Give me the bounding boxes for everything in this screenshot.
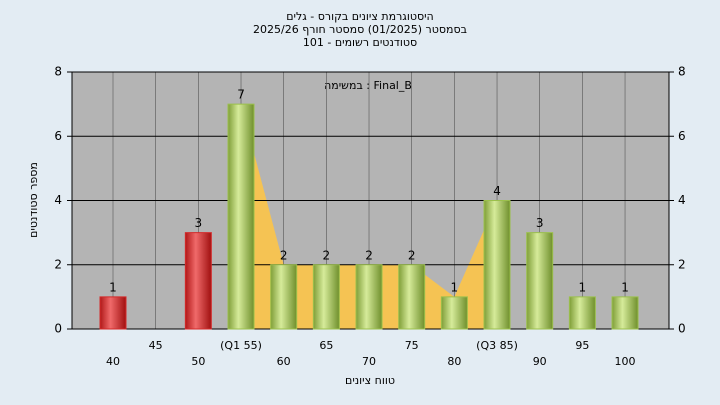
bar xyxy=(270,264,298,330)
y2-tick-label: 0 xyxy=(678,322,686,336)
annotation: Final_B : במשימה xyxy=(324,79,412,92)
bar xyxy=(312,264,340,330)
y-tick-label: 4 xyxy=(54,193,62,207)
bar xyxy=(568,296,596,330)
x-tick-label: 75 xyxy=(405,339,419,352)
value-label: 2 xyxy=(365,248,373,262)
value-label: 1 xyxy=(621,280,629,294)
bar xyxy=(99,296,127,330)
bar xyxy=(440,296,468,330)
bar xyxy=(227,103,255,330)
bar xyxy=(526,232,554,330)
x-tick-label: 45 xyxy=(149,339,163,352)
value-label: 2 xyxy=(280,248,288,262)
y-axis-label: מספר סטודנטים xyxy=(27,162,40,238)
chart-title: בסמסטר (01/2025) סמסטר חורף 2025/26 xyxy=(253,23,467,36)
chart-title: סטודנטים רשומים - 101 xyxy=(303,36,417,49)
x-tick-label: 65 xyxy=(319,339,333,352)
x-axis-label: טווח ציונים xyxy=(345,374,395,387)
value-label: 4 xyxy=(493,184,501,198)
value-label: 2 xyxy=(408,248,416,262)
x-tick-label: 95 xyxy=(575,339,589,352)
y2-tick-label: 4 xyxy=(678,193,686,207)
value-label: 1 xyxy=(451,280,459,294)
x-tick-label: 100 xyxy=(615,355,636,368)
y2-tick-label: 2 xyxy=(678,257,686,271)
value-label: 1 xyxy=(109,280,117,294)
chart-title: היסטוגרמת ציונים בקורס - גלים xyxy=(286,10,434,23)
y-tick-label: 2 xyxy=(54,257,62,271)
bar xyxy=(398,264,426,330)
x-tick-label: 80 xyxy=(447,355,461,368)
value-label: 3 xyxy=(195,216,203,230)
y2-tick-label: 8 xyxy=(678,65,686,79)
value-label: 1 xyxy=(579,280,587,294)
value-label: 3 xyxy=(536,216,544,230)
x-tick-label: (Q3 85) xyxy=(476,339,518,352)
y-tick-label: 8 xyxy=(54,65,62,79)
y2-tick-label: 6 xyxy=(678,129,686,143)
x-tick-label: 90 xyxy=(533,355,547,368)
bar xyxy=(184,232,212,330)
x-tick-label: 60 xyxy=(277,355,291,368)
x-tick-label: (Q1 55) xyxy=(220,339,262,352)
quartile-area xyxy=(241,104,498,329)
y-tick-label: 6 xyxy=(54,129,62,143)
bar xyxy=(483,200,511,330)
y-tick-label: 0 xyxy=(54,322,62,336)
x-tick-label: 40 xyxy=(106,355,120,368)
value-label: 2 xyxy=(323,248,331,262)
bar xyxy=(611,296,639,330)
value-label: 7 xyxy=(237,88,245,102)
bar xyxy=(355,264,383,330)
x-tick-label: 50 xyxy=(191,355,205,368)
x-tick-label: 70 xyxy=(362,355,376,368)
